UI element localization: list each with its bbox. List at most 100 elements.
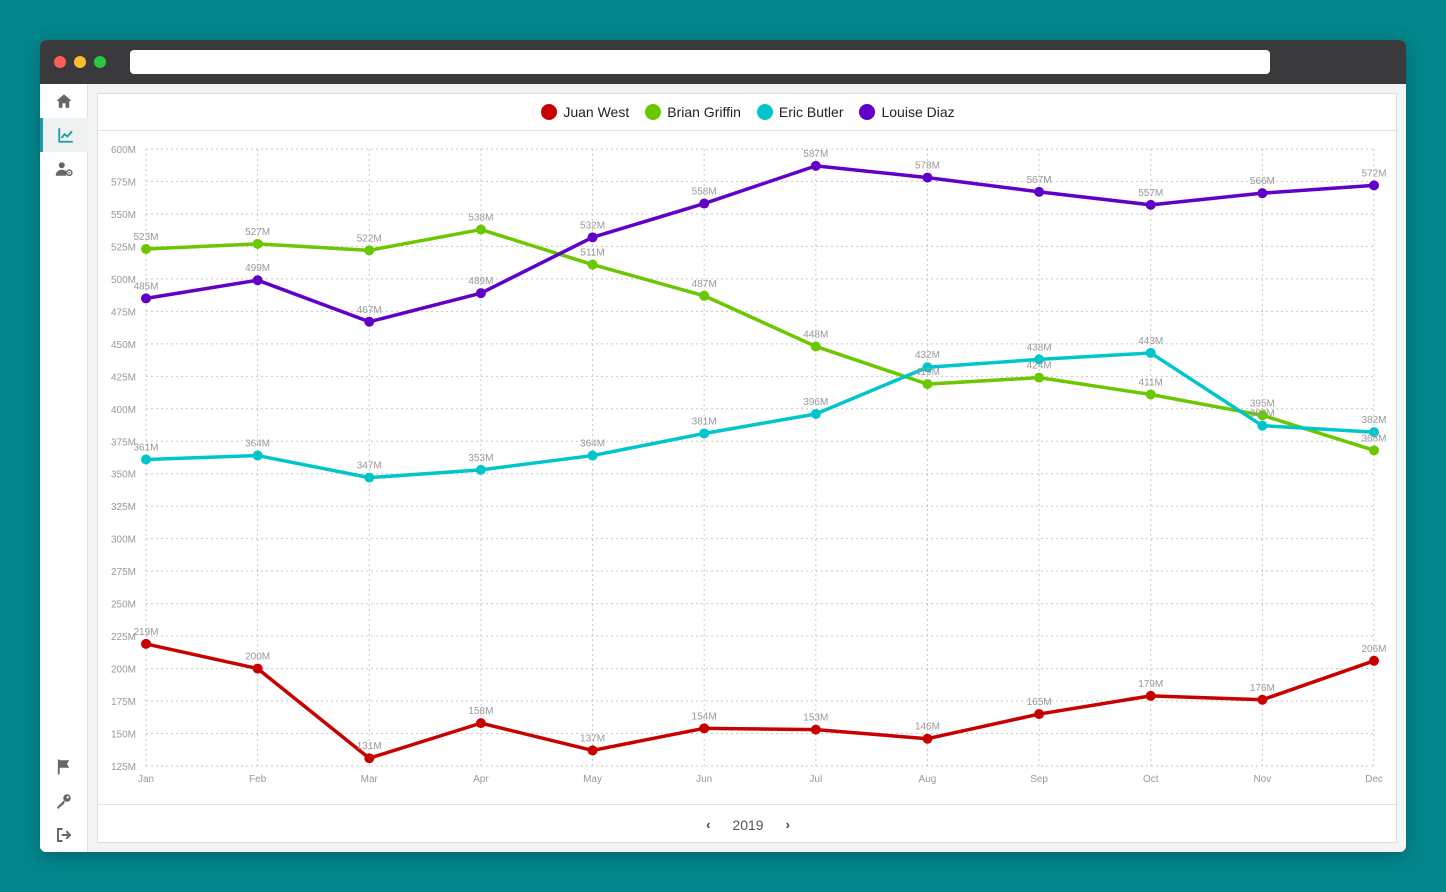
data-point: [587, 259, 598, 270]
y-tick-label: 525M: [111, 242, 136, 253]
data-label: 572M: [1361, 168, 1386, 179]
y-tick-label: 225M: [111, 632, 136, 643]
x-tick-label: Jun: [696, 774, 712, 785]
close-window-button[interactable]: [54, 56, 66, 68]
data-label: 522M: [357, 233, 382, 244]
legend-item[interactable]: Brian Griffin: [645, 104, 741, 120]
data-label: 137M: [580, 733, 605, 744]
data-label: 532M: [580, 220, 605, 231]
data-label: 566M: [1250, 176, 1275, 187]
data-label: 485M: [133, 281, 158, 292]
nav-chart[interactable]: [40, 118, 88, 152]
data-point: [1145, 389, 1156, 400]
nav-flag[interactable]: [40, 750, 88, 784]
data-label: 347M: [357, 461, 382, 472]
sidebar: [40, 84, 88, 852]
y-tick-label: 250M: [111, 600, 136, 611]
maximize-window-button[interactable]: [94, 56, 106, 68]
nav-logout[interactable]: [40, 818, 88, 852]
x-tick-label: Apr: [473, 774, 489, 785]
data-point: [1034, 372, 1045, 383]
y-tick-label: 175M: [111, 697, 136, 708]
data-point: [141, 293, 151, 304]
sign-out-icon: [57, 828, 72, 842]
data-point: [1145, 199, 1156, 210]
data-point: [252, 275, 263, 286]
data-point: [922, 379, 933, 390]
data-point: [699, 198, 710, 209]
home-icon: [56, 94, 72, 108]
data-label: 154M: [692, 711, 717, 722]
data-point: [1034, 709, 1045, 720]
legend-swatch: [756, 104, 773, 120]
nav-home[interactable]: [40, 84, 88, 118]
line-chart: 125M 150M 175M 200M 225M 250M 275M 300M 325M 350M…: [111, 145, 1387, 785]
legend-item[interactable]: Eric Butler: [756, 104, 843, 120]
data-label: 487M: [692, 279, 717, 290]
chart-legend: Juan West Brian Griffin Eric Butler Louise …: [98, 94, 1398, 131]
legend-label: Louise Diaz: [881, 104, 955, 120]
address-bar[interactable]: [130, 50, 1270, 74]
data-label: 443M: [1138, 336, 1163, 347]
data-point: [1145, 347, 1156, 358]
y-tick-label: 125M: [111, 762, 136, 773]
data-point: [475, 718, 486, 729]
year-pager: ‹ 2019 ›: [98, 804, 1398, 844]
y-tick-label: 300M: [111, 535, 136, 546]
series-line: [145, 164, 1375, 324]
x-tick-label: May: [583, 774, 602, 785]
data-label: 558M: [692, 187, 717, 198]
data-label: 206M: [1361, 644, 1386, 655]
data-point: [810, 408, 821, 419]
data-label: 432M: [915, 350, 940, 361]
legend-swatch: [541, 104, 558, 120]
data-label: 387M: [1250, 409, 1275, 420]
data-point: [141, 244, 151, 255]
x-tick-label: Feb: [249, 774, 267, 785]
nav-key[interactable]: [40, 784, 88, 818]
data-point: [364, 245, 375, 256]
data-point: [364, 472, 375, 483]
data-label: 567M: [1027, 175, 1052, 186]
data-point: [475, 224, 486, 235]
data-point: [699, 723, 710, 734]
data-point: [1034, 186, 1045, 197]
y-tick-label: 600M: [111, 145, 136, 156]
legend-item[interactable]: Juan West: [541, 104, 629, 120]
data-label: 419M: [915, 367, 940, 378]
data-point: [922, 733, 933, 744]
data-label: 557M: [1138, 188, 1163, 199]
data-label: 200M: [245, 652, 270, 663]
series-line: [145, 642, 1375, 760]
data-label: 382M: [1361, 415, 1386, 426]
y-tick-label: 325M: [111, 502, 136, 513]
data-label: 448M: [803, 329, 828, 340]
chevron-right-icon[interactable]: ›: [785, 817, 790, 832]
data-label: 489M: [468, 276, 493, 287]
series-line: [145, 351, 1375, 480]
data-point: [587, 450, 598, 461]
y-tick-label: 200M: [111, 665, 136, 676]
data-point: [1369, 427, 1379, 438]
data-point: [1369, 655, 1379, 666]
data-label: 587M: [803, 149, 828, 160]
nav-user-settings[interactable]: [40, 152, 88, 186]
data-label: 499M: [245, 263, 270, 274]
minimize-window-button[interactable]: [74, 56, 86, 68]
data-point: [1369, 180, 1379, 191]
data-label: 146M: [915, 722, 940, 733]
data-label: 396M: [803, 397, 828, 408]
x-tick-label: Nov: [1253, 774, 1271, 785]
data-point: [587, 745, 598, 756]
chevron-left-icon[interactable]: ‹: [706, 817, 711, 832]
data-label: 353M: [468, 453, 493, 464]
legend-label: Brian Griffin: [667, 104, 741, 120]
data-point: [364, 753, 375, 764]
data-point: [699, 290, 710, 301]
data-label: 411M: [1139, 378, 1163, 389]
data-label: 424M: [1027, 361, 1052, 372]
y-tick-label: 500M: [111, 275, 136, 286]
data-label: 176M: [1250, 683, 1275, 694]
data-point: [1145, 690, 1156, 701]
legend-item[interactable]: Louise Diaz: [859, 104, 955, 120]
